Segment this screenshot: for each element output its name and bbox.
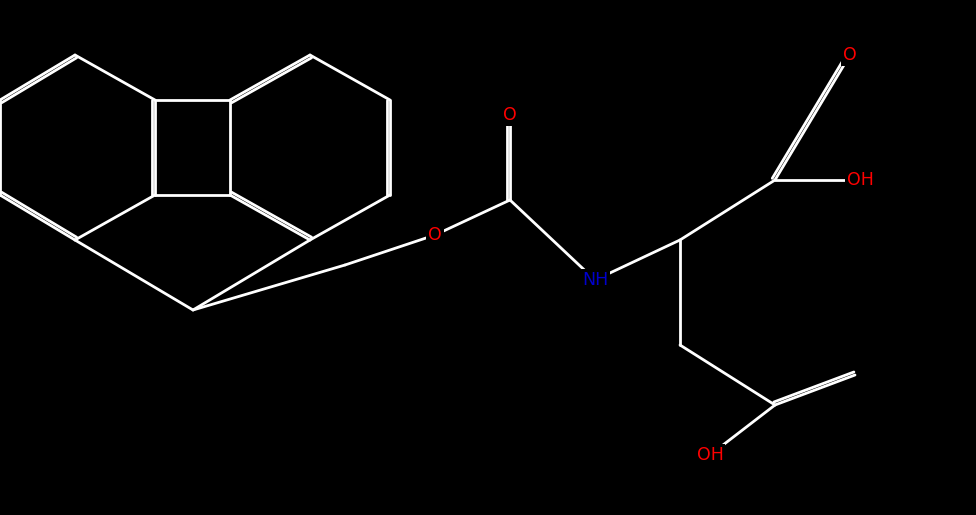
Text: OH: OH (697, 446, 723, 464)
Text: O: O (428, 226, 442, 244)
Text: O: O (503, 106, 517, 124)
Text: O: O (843, 46, 857, 64)
Text: NH: NH (582, 271, 608, 289)
Text: OH: OH (846, 171, 874, 189)
